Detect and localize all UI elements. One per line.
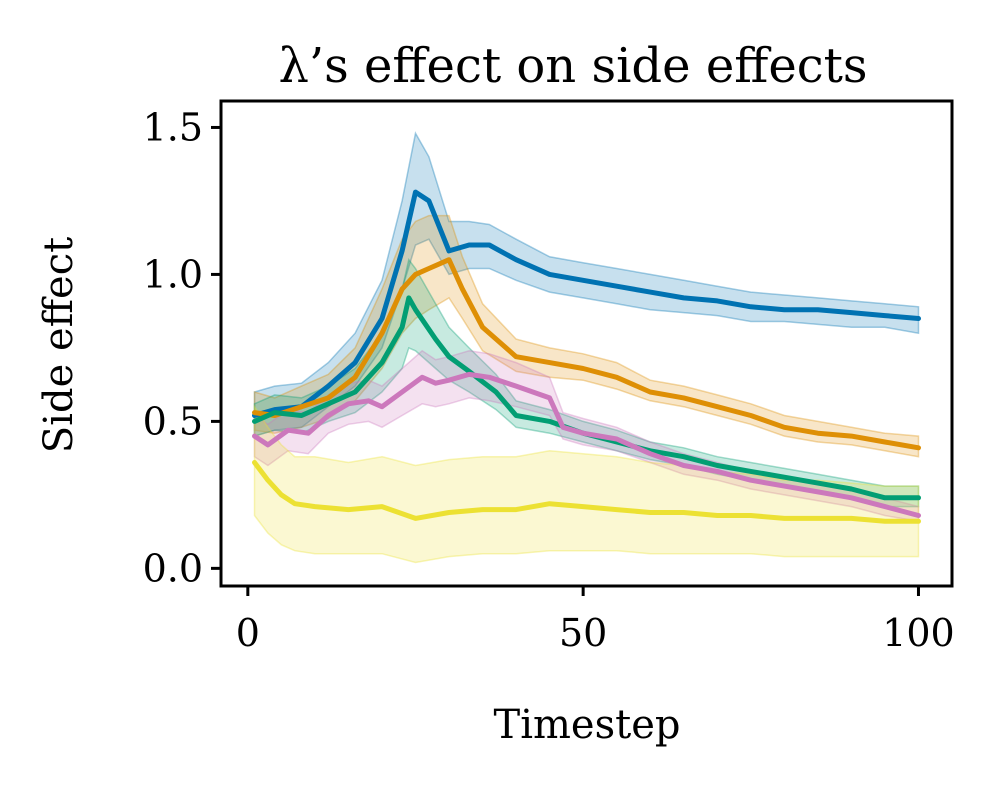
series-1-line [252, 189, 921, 418]
y-tick-label: 0.5 [143, 399, 203, 443]
x-tick-label: 50 [559, 611, 607, 655]
plot-frame [219, 99, 954, 588]
y-tick-label: 0.0 [143, 546, 203, 590]
x-axis-label: Timestep [494, 702, 681, 748]
x-tick-label: 100 [882, 611, 955, 655]
y-axis: 0.0 0.5 1.0 1.5 [143, 105, 221, 590]
chart-title: λ’s effect on side effects [278, 38, 867, 94]
series-1-band [253, 131, 920, 438]
series-2-line [252, 257, 921, 451]
y-tick-label: 1.0 [143, 252, 203, 296]
series-3-line [252, 295, 921, 501]
series-5-band [253, 404, 920, 564]
y-tick-label: 1.5 [143, 105, 203, 149]
series-5-line [252, 460, 921, 524]
x-tick-label: 0 [236, 611, 260, 655]
plot-area [252, 131, 921, 564]
series-4-line [252, 371, 921, 518]
x-axis: 0 50 100 [236, 586, 955, 655]
y-axis-label: Side effect [36, 237, 82, 453]
